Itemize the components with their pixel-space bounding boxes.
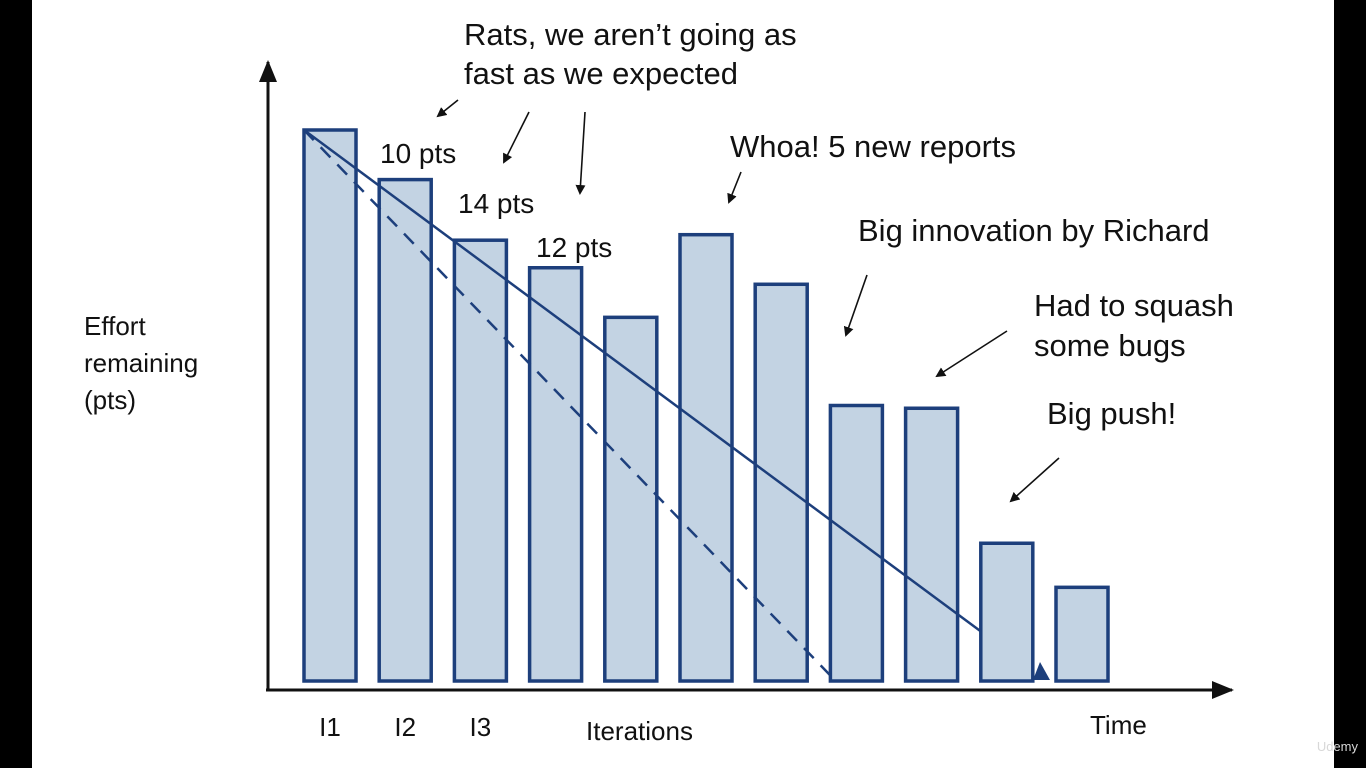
bar-3 [452,238,509,683]
bar-11 [1054,585,1110,683]
bar-1 [302,128,358,683]
bar-9 [903,406,960,683]
bar-label-12-pts: 12 pts [536,232,612,263]
bars-group [302,128,1110,683]
annotation-arrows [436,99,1060,503]
x-tick-labels: I1 I2 I3 [319,712,491,742]
x-tick-label-i1: I1 [319,712,341,742]
x-axis-end-label: Time [1090,710,1147,740]
x-tick-label-i3: I3 [470,712,492,742]
trend-line-dashed [303,129,832,677]
annotation-squash-bugs-line-1: Had to squash [1034,288,1234,323]
annotation-big-innovation: Big innovation by Richard [858,213,1210,248]
trend-line-end-marker [1033,662,1050,680]
y-axis-label-line-1: Effort [84,311,146,341]
bar-6 [678,232,734,683]
bar-label-14-pts: 14 pts [458,188,534,219]
bar-4 [527,266,584,683]
x-axis-label: Iterations [586,716,693,746]
arrow-rats-1 [436,99,459,118]
arrow-squash-bugs [935,330,1008,378]
arrow-big-push [1009,457,1060,503]
y-axis-label-line-3: (pts) [84,385,136,415]
y-axis-label-line-2: remaining [84,348,198,378]
annotation-new-reports: Whoa! 5 new reports [730,129,1016,164]
annotation-squash-bugs-line-2: some bugs [1034,328,1186,363]
udemy-watermark: Udemy [1316,739,1358,754]
arrow-rats-3 [575,111,586,195]
x-tick-label-i2: I2 [394,712,416,742]
bar-label-10-pts: 10 pts [380,138,456,169]
annotation-rats-line-1: Rats, we aren’t going as [464,17,797,52]
trend-line-solid [303,128,982,633]
bar-2 [377,177,433,683]
bar-10 [979,541,1035,683]
annotation-rats-line-2: fast as we expected [464,56,738,91]
bar-8 [828,403,885,683]
bar-5 [603,315,659,683]
annotation-big-push: Big push! [1047,396,1176,431]
arrow-rats-2 [503,111,530,164]
arrow-new-reports [727,171,742,204]
arrow-big-innovation [843,274,868,337]
